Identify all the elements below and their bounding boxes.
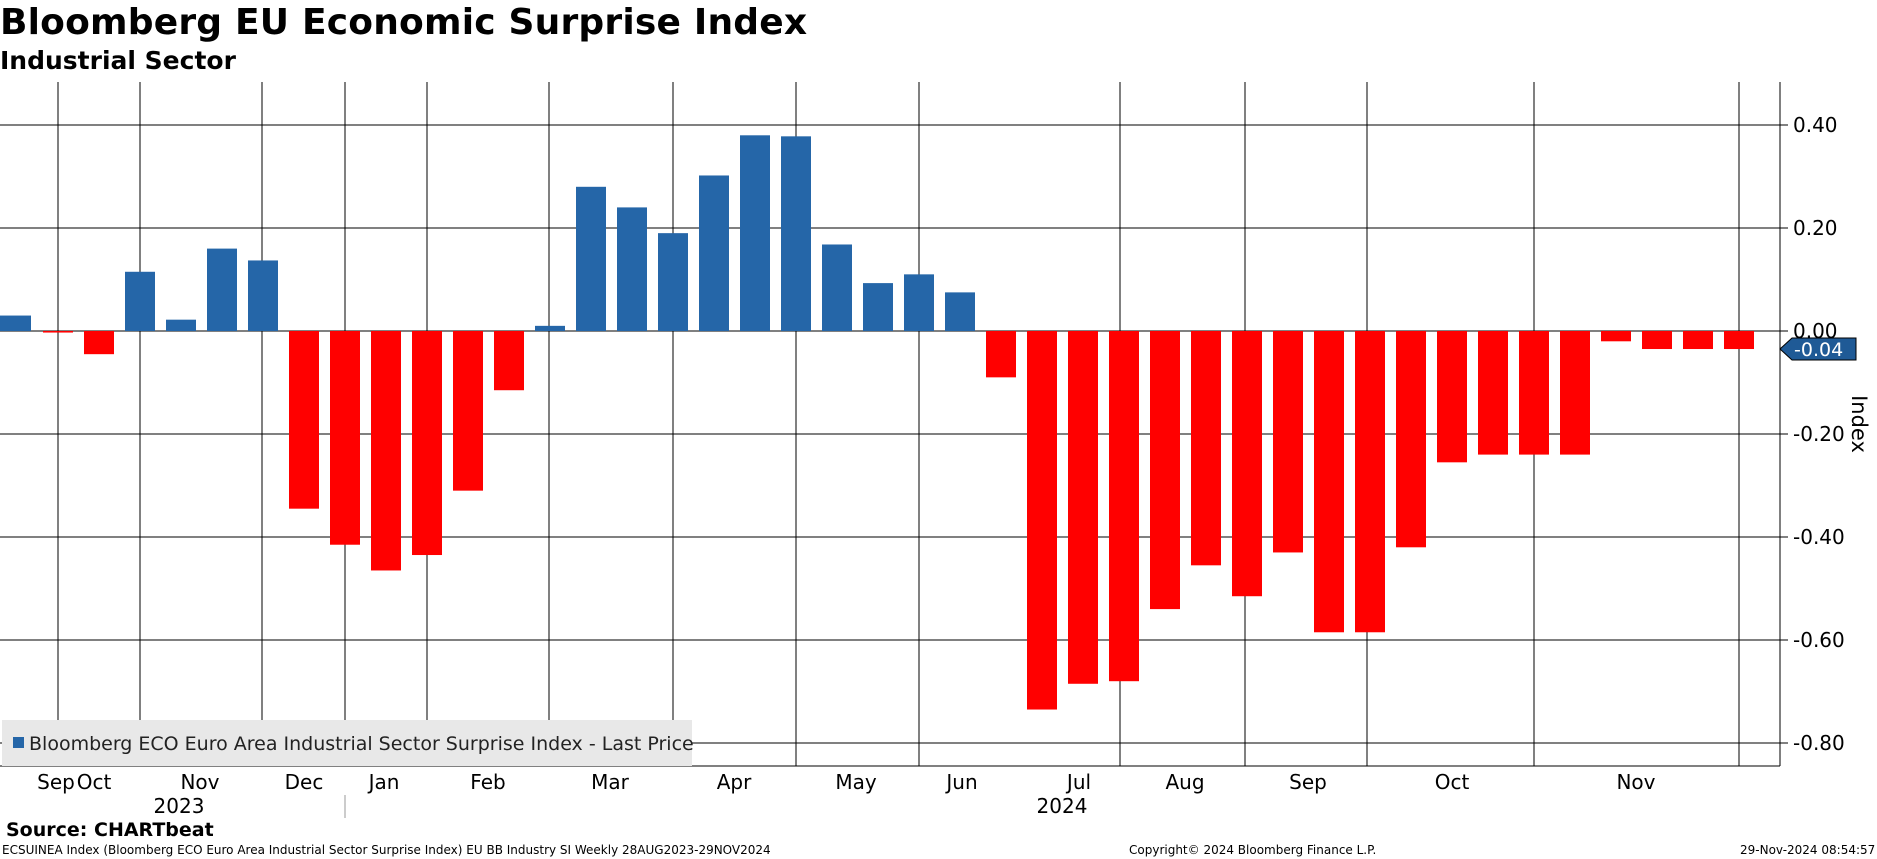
y-tick-label: -0.40 (1793, 525, 1845, 549)
x-month-label: Apr (717, 770, 752, 794)
bar (1191, 331, 1221, 566)
y-tick-label: -0.80 (1793, 731, 1845, 755)
bar (822, 244, 852, 331)
legend-swatch (13, 737, 24, 748)
bar (658, 233, 688, 331)
bar (1355, 331, 1385, 633)
bar (1642, 331, 1672, 350)
x-month-label: Nov (1616, 770, 1655, 794)
last-value-label: -0.04 (1794, 339, 1843, 361)
grid (0, 82, 1780, 766)
x-month-label: Nov (180, 770, 219, 794)
bar (863, 283, 893, 331)
x-month-label: Oct (1435, 770, 1470, 794)
bar (1519, 331, 1549, 455)
x-month-label: Aug (1165, 770, 1204, 794)
footer-copyright: Copyright© 2024 Bloomberg Finance L.P. (1129, 843, 1377, 857)
x-year-label: 2023 (154, 794, 205, 818)
x-month-label: Sep (1289, 770, 1327, 794)
x-month-label: Mar (591, 770, 630, 794)
y-tick-label: -0.60 (1793, 628, 1845, 652)
bar (330, 331, 360, 545)
bar (576, 186, 606, 331)
bar (207, 248, 237, 331)
x-year-label: 2024 (1037, 794, 1088, 818)
bar (1683, 331, 1713, 350)
bar (125, 271, 155, 331)
x-month-label: Jan (367, 770, 400, 794)
legend-label: Bloomberg ECO Euro Area Industrial Secto… (29, 733, 694, 755)
bars (0, 135, 1754, 710)
chart-title: Bloomberg EU Economic Surprise Index (0, 2, 808, 43)
x-month-label: Sep (37, 770, 75, 794)
legend-box (2, 720, 692, 766)
bar (1601, 331, 1631, 342)
last-value-tag-shape (1779, 337, 1857, 361)
chart-subtitle: Industrial Sector (0, 46, 236, 75)
bar (945, 292, 975, 331)
bar (1560, 331, 1590, 455)
y-tick-label: -0.20 (1793, 422, 1845, 446)
bar (494, 331, 524, 391)
source-note: Source: CHARTbeat (6, 819, 214, 841)
bar (84, 331, 114, 355)
x-month-label: Oct (77, 770, 112, 794)
bar (617, 207, 647, 331)
bar (289, 331, 319, 509)
bar (699, 175, 729, 331)
bar (986, 331, 1016, 378)
x-month-label: Jun (944, 770, 977, 794)
y-tick-label: 0.40 (1793, 113, 1838, 137)
bar (1232, 331, 1262, 597)
bar (412, 331, 442, 556)
y-tick-label: 0.20 (1793, 216, 1838, 240)
y-axis-label: Index (1847, 395, 1871, 453)
x-month-label: Feb (470, 770, 505, 794)
last-value-tag: -0.04 (1779, 337, 1857, 361)
legend: Bloomberg ECO Euro Area Industrial Secto… (2, 720, 694, 766)
bar (1109, 331, 1139, 682)
bar (248, 260, 278, 331)
bar (535, 325, 565, 331)
footer-timestamp: 29-Nov-2024 08:54:57 (1740, 843, 1876, 857)
bar (453, 331, 483, 491)
bar (1027, 331, 1057, 710)
bar (740, 135, 770, 331)
bar (1273, 331, 1303, 553)
bar (1724, 331, 1754, 350)
bar (1314, 331, 1344, 633)
x-month-label: Jul (1065, 770, 1091, 794)
bar (371, 331, 401, 571)
bar (904, 274, 934, 331)
bar (1437, 331, 1467, 463)
bar (43, 331, 73, 333)
bar (781, 136, 811, 331)
bar (166, 319, 196, 331)
footer-series-info: ECSUINEA Index (Bloomberg ECO Euro Area … (2, 843, 771, 857)
x-month-label: Dec (285, 770, 324, 794)
bar (1068, 331, 1098, 684)
x-month-label: May (835, 770, 877, 794)
bar (1478, 331, 1508, 455)
bar (1150, 331, 1180, 610)
bar (0, 315, 31, 331)
bar (1396, 331, 1426, 548)
